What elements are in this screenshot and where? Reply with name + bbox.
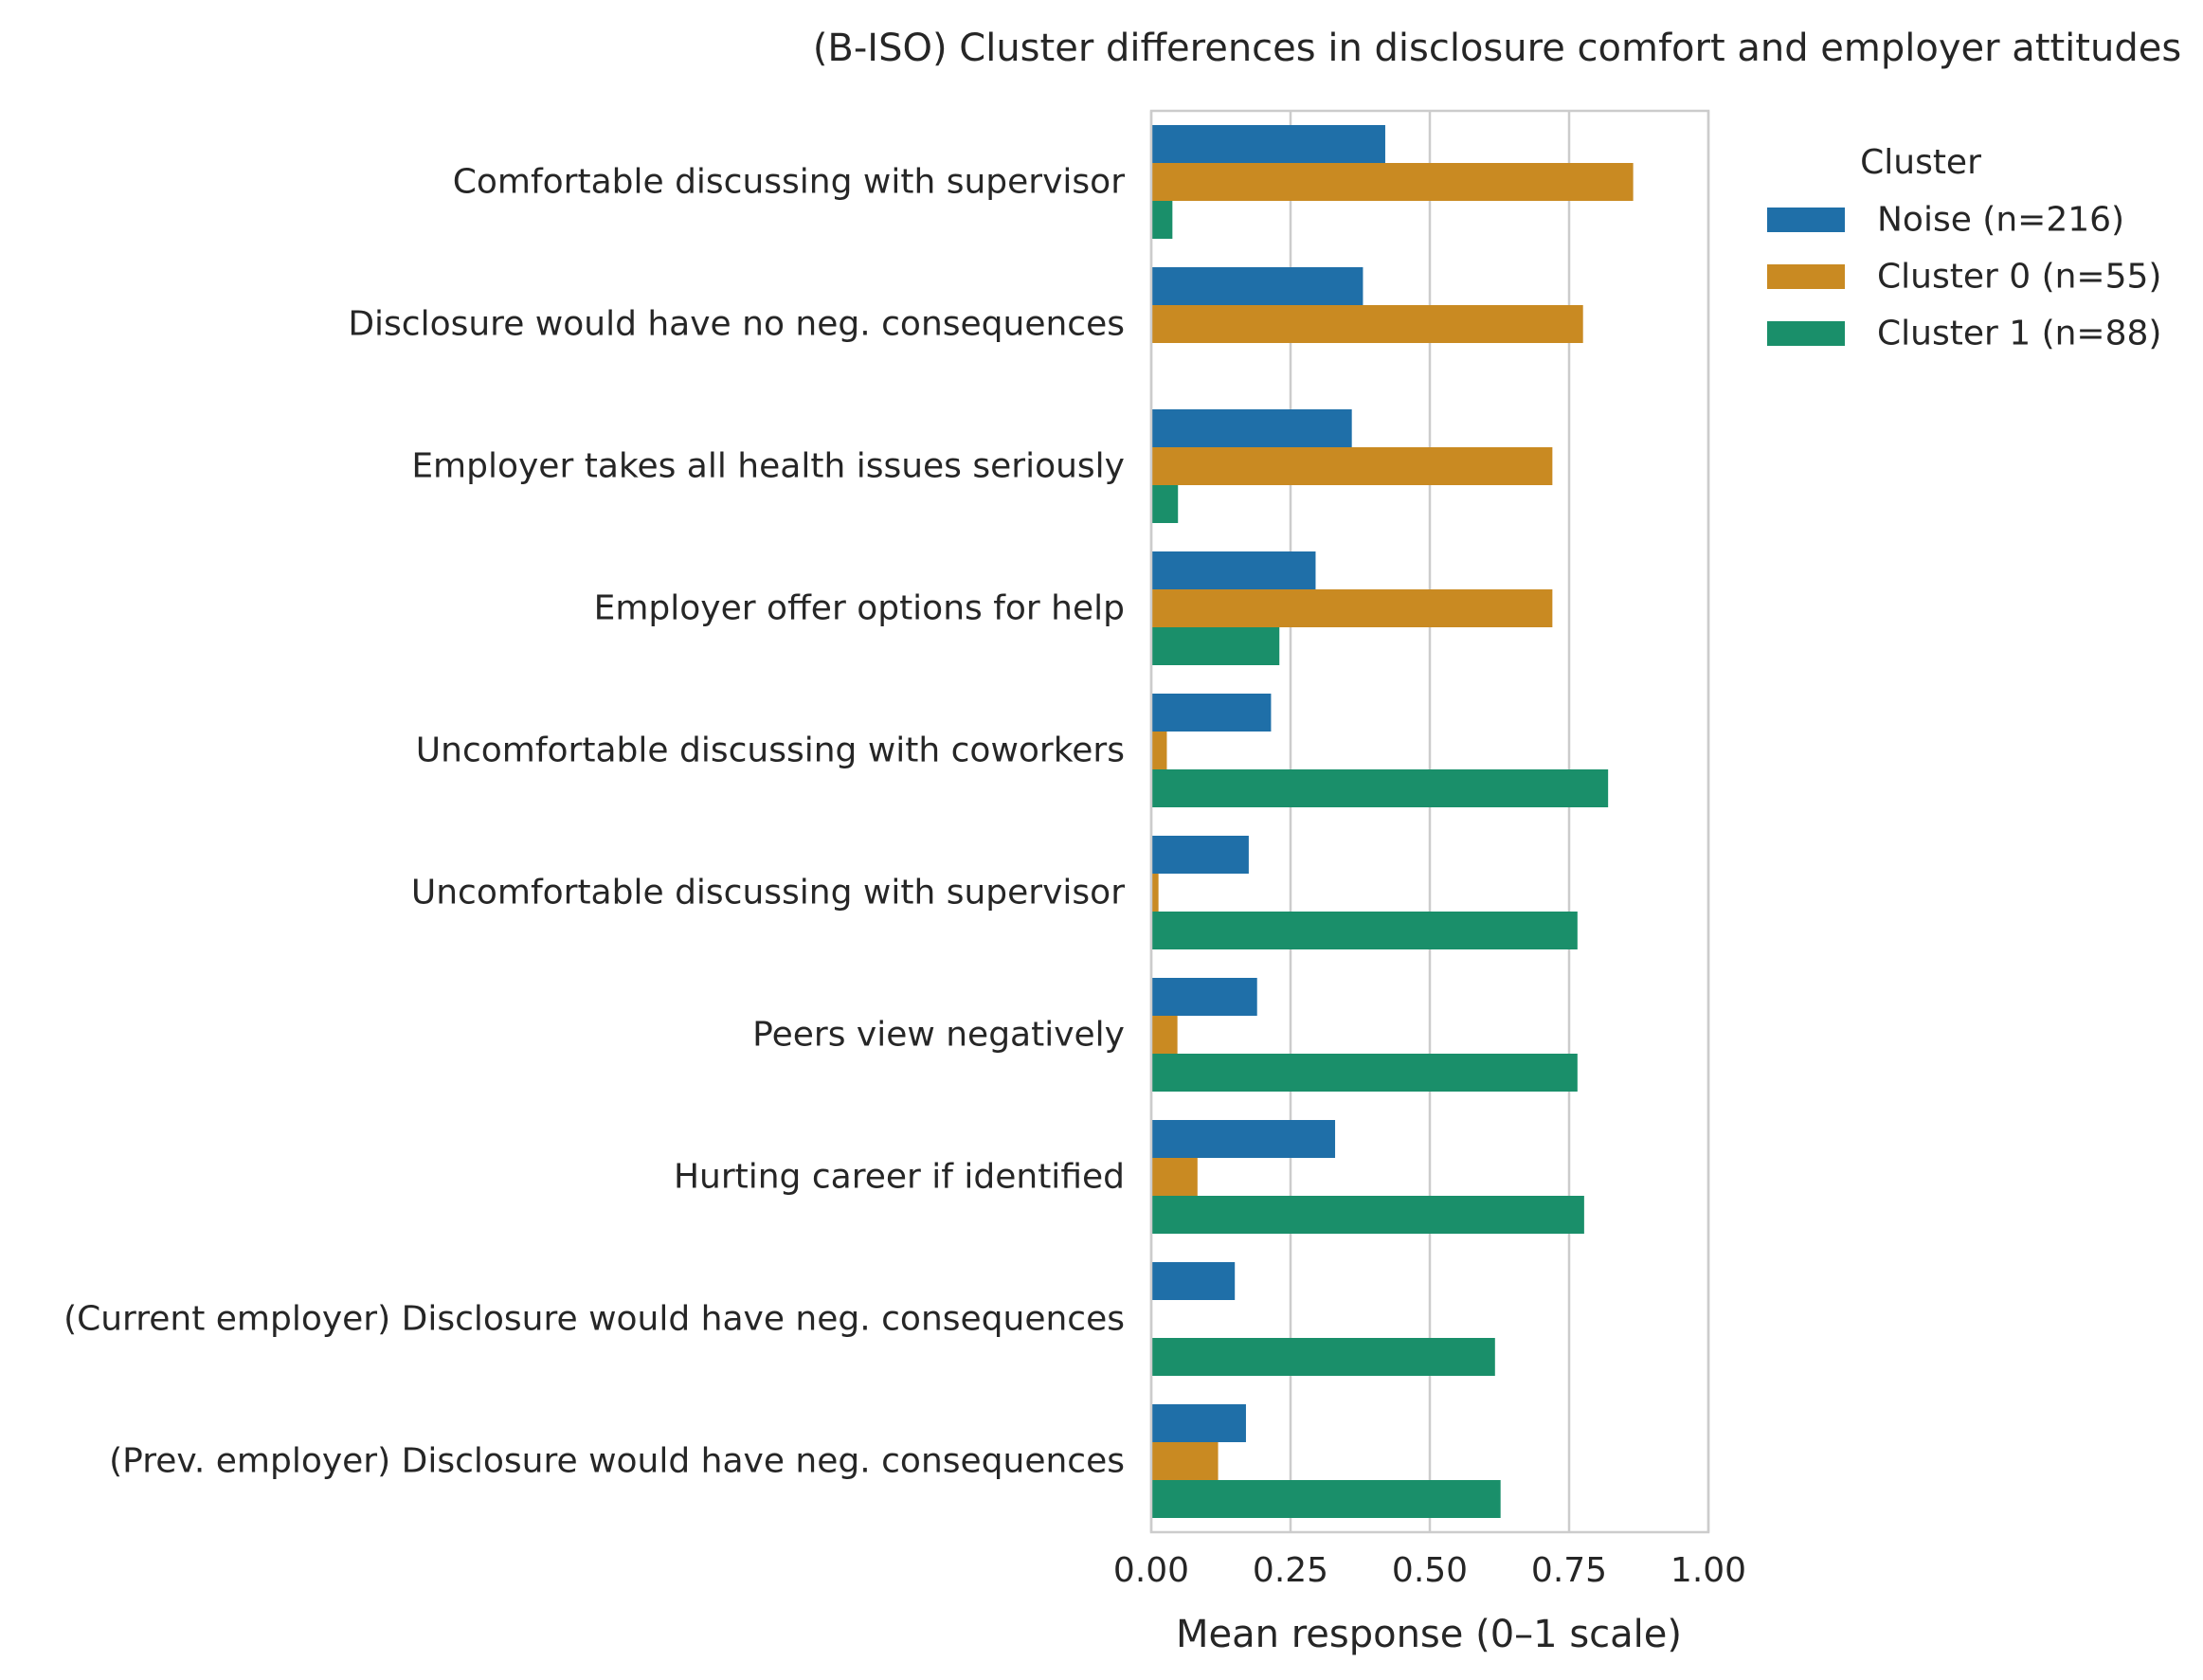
bar-series0-cat1 — [1151, 267, 1363, 305]
bar-series1-cat1 — [1151, 305, 1583, 343]
legend-swatch-1 — [1767, 264, 1845, 289]
plot-frame — [1149, 109, 1710, 1534]
bar-series0-cat7 — [1151, 1120, 1336, 1158]
bar-series1-cat6 — [1151, 1016, 1178, 1054]
legend-label-2: Cluster 1 (n=88) — [1877, 315, 2161, 353]
bar-series1-cat3 — [1151, 589, 1553, 627]
y-tick-label-4: Uncomfortable discussing with coworkers — [416, 732, 1125, 770]
bar-series0-cat9 — [1151, 1404, 1246, 1442]
x-axis-tick-labels: 0.00 0.25 0.50 0.75 1.00 — [1113, 1551, 1746, 1590]
y-tick-label-3: Employer offer options for help — [594, 589, 1125, 628]
bar-series2-cat5 — [1151, 912, 1578, 949]
y-tick-label-5: Uncomfortable discussing with supervisor — [411, 874, 1125, 912]
bar-series0-cat0 — [1151, 125, 1385, 163]
legend-swatch-0 — [1767, 208, 1845, 232]
bar-series2-cat9 — [1151, 1480, 1501, 1518]
legend-swatch-2 — [1767, 321, 1845, 346]
bar-series0-cat4 — [1151, 694, 1272, 732]
bar-series2-cat8 — [1151, 1338, 1495, 1376]
bar-series0-cat8 — [1151, 1262, 1236, 1300]
x-tick-label-4: 1.00 — [1670, 1551, 1746, 1590]
bar-series1-cat2 — [1151, 447, 1553, 485]
bar-series1-cat4 — [1151, 732, 1167, 769]
bar-series0-cat3 — [1151, 551, 1316, 589]
legend: Cluster Noise (n=216) Cluster 0 (n=55) Clus… — [1767, 143, 2161, 353]
bar-series1-cat9 — [1151, 1442, 1219, 1480]
bar-series1-cat0 — [1151, 163, 1634, 201]
bar-series2-cat6 — [1151, 1054, 1578, 1092]
bar-series2-cat4 — [1151, 769, 1609, 807]
bar-series2-cat2 — [1151, 485, 1179, 523]
bar-series2-cat7 — [1151, 1196, 1584, 1234]
y-tick-label-0: Comfortable discussing with supervisor — [453, 163, 1125, 202]
bar-series1-cat5 — [1151, 874, 1159, 912]
bar-series1-cat7 — [1151, 1158, 1198, 1196]
bar-series2-cat0 — [1151, 201, 1173, 239]
legend-title: Cluster — [1860, 143, 1981, 182]
x-tick-label-2: 0.50 — [1392, 1551, 1468, 1590]
y-tick-label-6: Peers view negatively — [752, 1016, 1125, 1055]
legend-label-1: Cluster 0 (n=55) — [1877, 258, 2161, 297]
bar-series0-cat5 — [1151, 836, 1249, 874]
x-tick-label-1: 0.25 — [1253, 1551, 1328, 1590]
y-tick-label-1: Disclosure would have no neg. consequenc… — [348, 305, 1125, 344]
y-tick-label-2: Employer takes all health issues serious… — [411, 447, 1125, 486]
bars — [1151, 125, 1634, 1518]
x-tick-label-3: 0.75 — [1531, 1551, 1607, 1590]
bar-series2-cat3 — [1151, 627, 1280, 665]
bar-series0-cat6 — [1151, 978, 1257, 1016]
y-axis-tick-labels: Comfortable discussing with supervisor Di… — [63, 163, 1125, 1481]
y-tick-label-8: (Current employer) Disclosure would have… — [63, 1300, 1125, 1339]
x-tick-label-0: 0.00 — [1113, 1551, 1189, 1590]
legend-label-0: Noise (n=216) — [1877, 201, 2124, 240]
bar-series0-cat2 — [1151, 409, 1352, 447]
x-axis-label: Mean response (0–1 scale) — [1176, 1613, 1682, 1656]
axes-frame — [1149, 109, 1710, 1534]
chart-title: (B-ISO) Cluster differences in disclosur… — [813, 27, 2181, 70]
y-tick-label-7: Hurting career if identified — [674, 1158, 1125, 1197]
y-tick-label-9: (Prev. employer) Disclosure would have n… — [109, 1442, 1125, 1481]
